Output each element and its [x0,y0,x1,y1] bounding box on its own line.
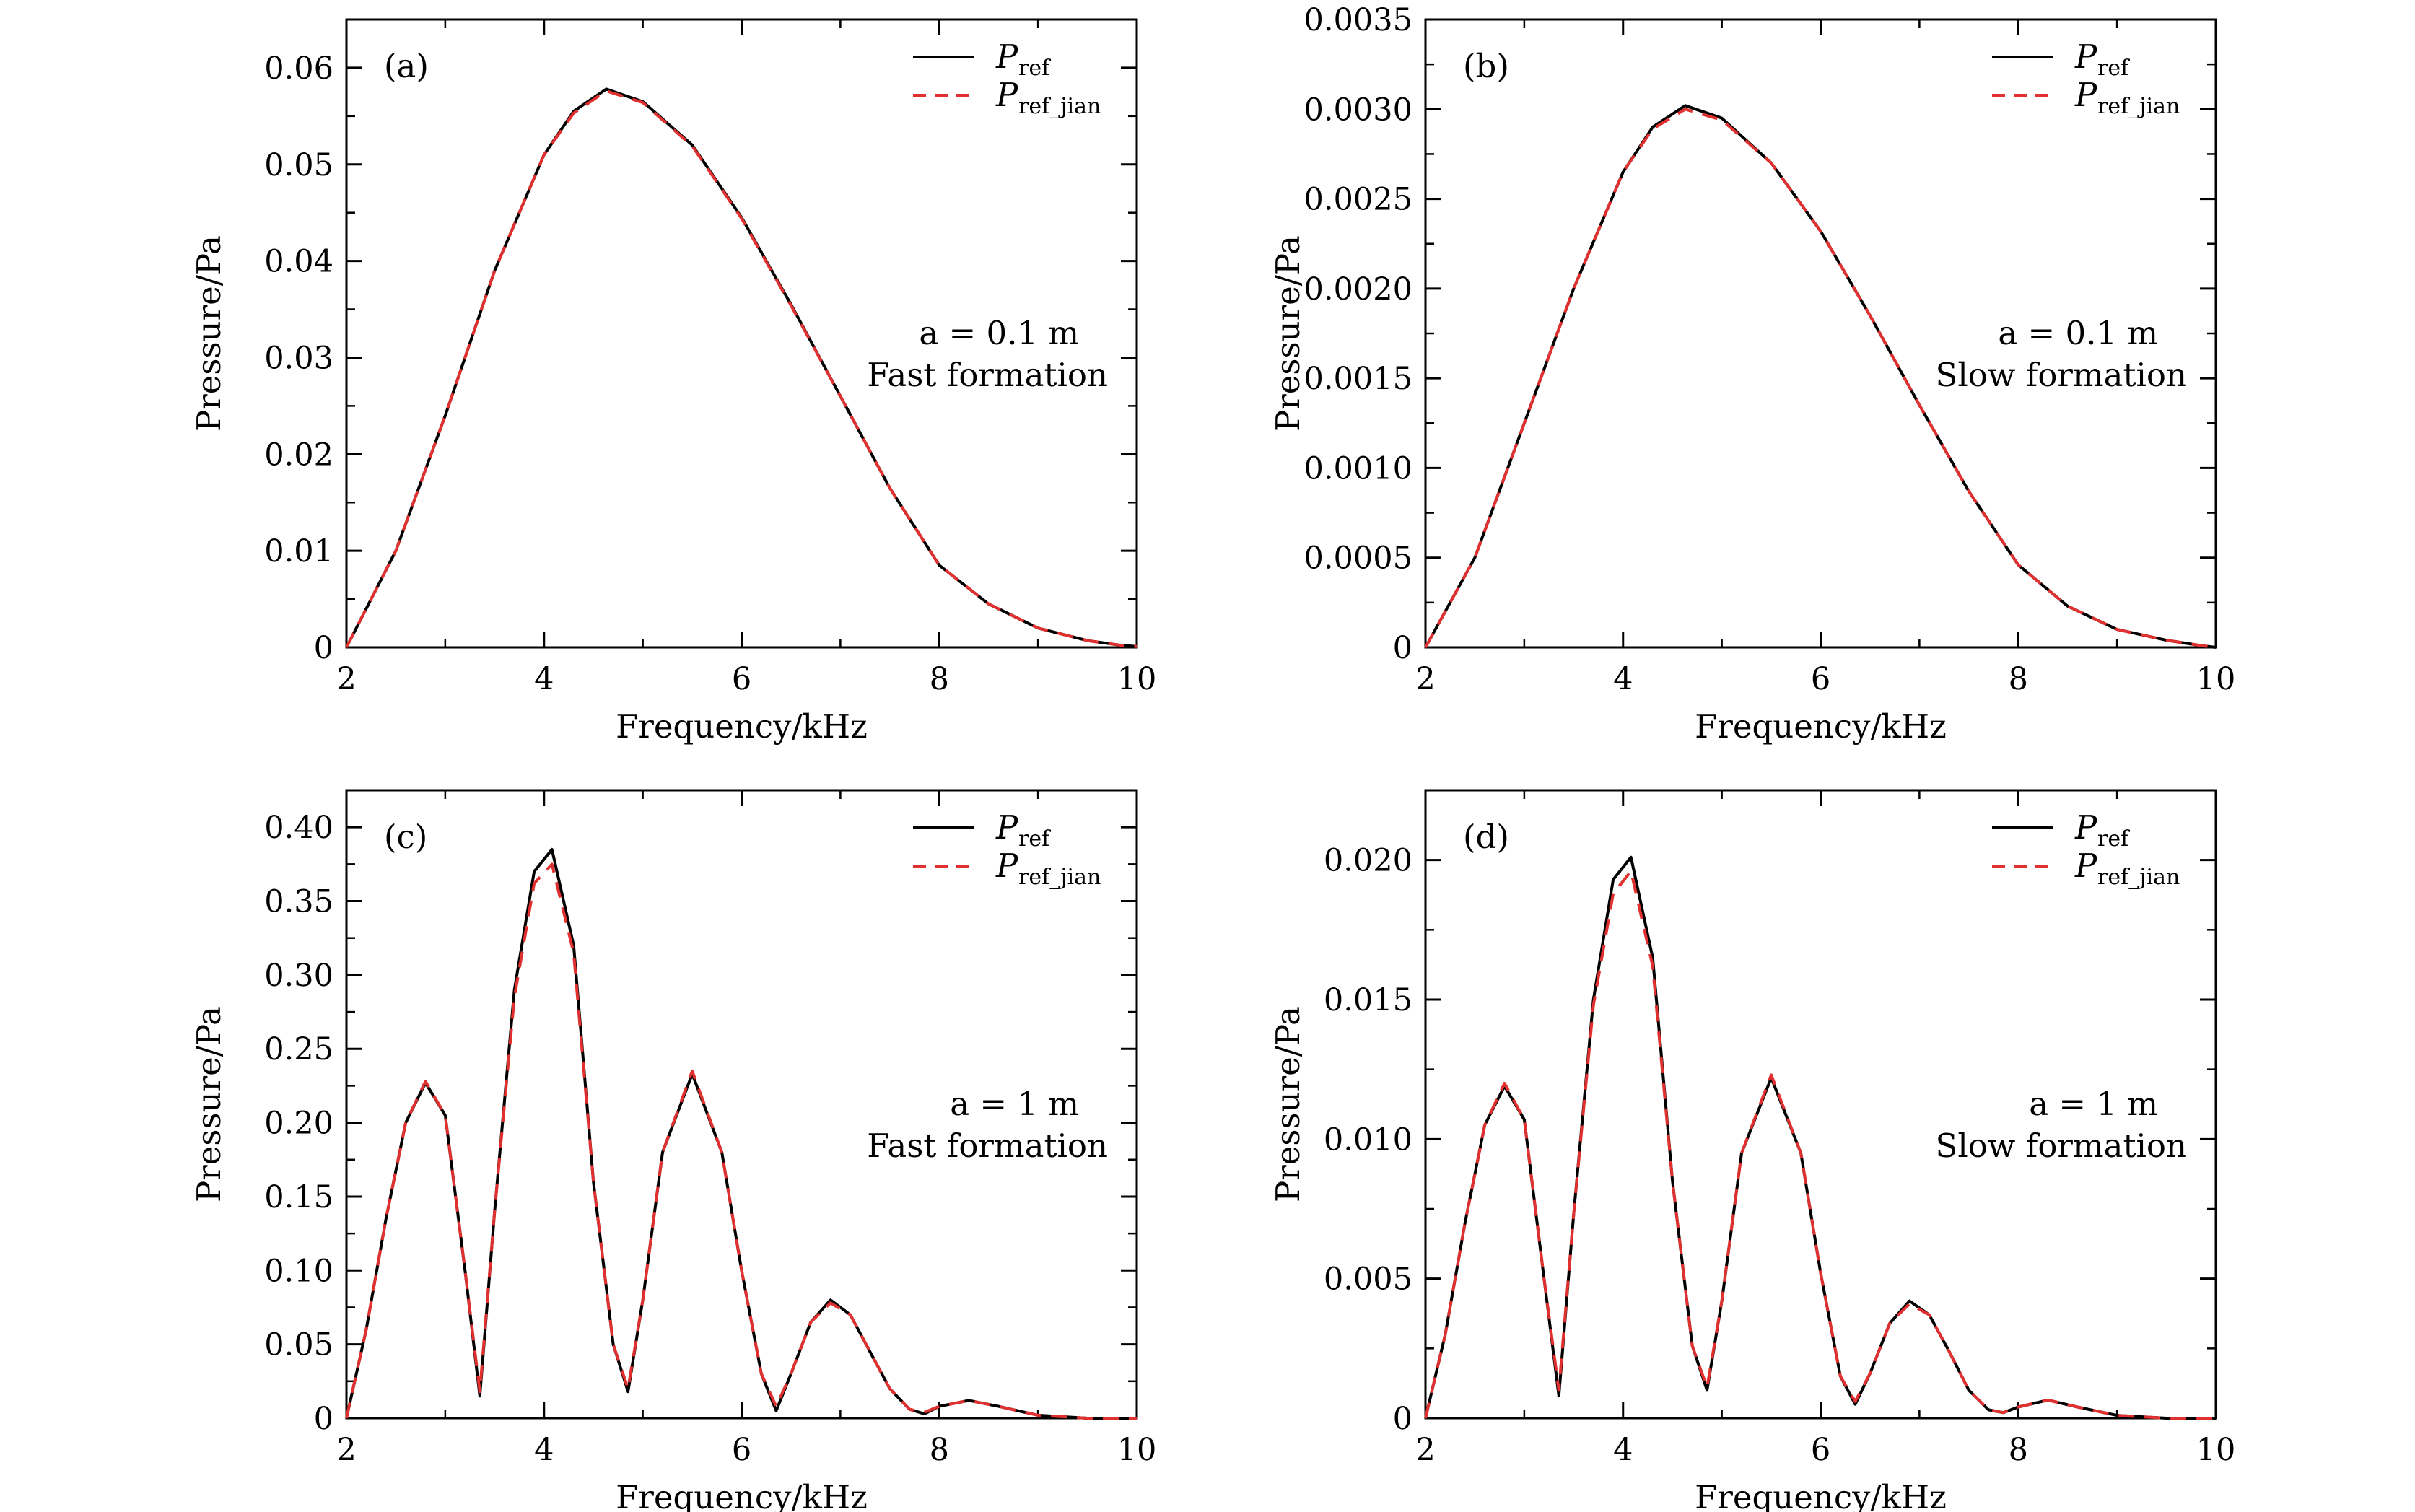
y-tick-label: 0.0035 [1304,2,1412,38]
y-tick-label: 0 [314,630,333,666]
y-tick-label: 0.03 [264,340,333,376]
annotation-formation: Fast formation [867,356,1108,394]
legend-label-p-ref-jian: P [2074,76,2097,114]
x-tick-label: 10 [2196,661,2236,697]
legend-label-p-ref-subscript: ref [1018,826,1051,852]
chart-panel-d: 2 4 6 8 10 0 0.005 0.010 0.015 0.020 Frequency/kHz… [1269,789,2236,1512]
legend-label-p-ref-jian: P [995,847,1018,885]
x-tick-label: 10 [1117,1432,1157,1468]
y-tick-label: 0.0005 [1304,541,1412,577]
x-axis-label: Frequency/kHz [616,707,868,746]
y-tick-label: 0.0030 [1304,92,1412,128]
series-line-p-ref-jian [345,89,1137,648]
x-tick-label: 2 [1415,1432,1435,1468]
legend-label-p-ref: P [2074,38,2097,76]
y-tick-label: 0.06 [264,51,333,87]
annotation-formation: Slow formation [1936,356,2187,394]
x-tick-label: 6 [732,1432,751,1468]
y-tick-label: 0 [314,1401,333,1437]
chart-panel-a: 2 4 6 8 10 0 0.01 0.02 0.03 0.04 0.05 0.06 Frequency… [190,18,1157,746]
legend-label-p-ref-jian: P [2074,847,2097,885]
x-tick-label: 6 [1811,661,1830,697]
y-tick-label: 0.005 [1324,1262,1412,1298]
annotation-parameter: a = 1 m [950,1085,1079,1123]
legend-label-p-ref-subscript: ref [2097,826,2130,852]
legend-label-p-ref-jian: P [995,76,1018,114]
legend-label-p-ref: P [2074,808,2097,847]
y-tick-label: 0.04 [264,244,333,280]
chart-panel-b: 2 4 6 8 10 0 0.0005 0.0010 0.0015 0.0020 0.0025 0.0… [1269,2,2235,746]
annotation-formation: Fast formation [867,1127,1108,1165]
panel-tag: (b) [1463,47,1509,85]
legend-label-p-ref-jian-subscript: ref_jian [2097,865,2180,890]
y-tick-label: 0.10 [264,1253,333,1289]
y-tick-label: 0.01 [264,533,333,569]
x-tick-label: 2 [336,661,356,697]
x-tick-label: 2 [336,1432,356,1468]
x-tick-label: 8 [2009,1432,2028,1468]
x-tick-label: 8 [2009,661,2028,697]
annotation-parameter: a = 1 m [2029,1085,2158,1123]
x-tick-label: 8 [930,1432,949,1468]
x-tick-label: 10 [1117,661,1157,697]
y-tick-label: 0.0020 [1304,271,1412,307]
legend-label-p-ref: P [995,38,1018,76]
y-tick-label: 0 [1393,630,1412,666]
y-tick-label: 0.40 [264,810,333,846]
y-tick-label: 0.020 [1324,843,1412,879]
x-tick-label: 8 [930,661,949,697]
series-line-p-ref-jian [345,862,1137,1420]
legend-label-p-ref-jian-subscript: ref_jian [2097,94,2180,119]
x-axis-label: Frequency/kHz [1695,1478,1947,1512]
legend-label-p-ref-subscript: ref [1018,56,1051,81]
y-tick-label: 0 [1393,1401,1412,1437]
annotation-formation: Slow formation [1936,1127,2187,1165]
legend-label-p-ref: P [995,808,1018,847]
y-tick-label: 0.30 [264,958,333,994]
x-axis-label: Frequency/kHz [1695,707,1947,746]
y-tick-label: 0.015 [1324,982,1412,1018]
y-tick-label: 0.02 [264,437,333,473]
x-tick-label: 4 [534,1432,554,1468]
y-tick-label: 0.0015 [1304,361,1412,397]
x-tick-label: 4 [1613,661,1633,697]
y-axis-label: Pressure/Pa [190,235,228,432]
y-tick-label: 0.05 [264,1327,333,1363]
annotation-parameter: a = 0.1 m [919,314,1079,352]
y-tick-label: 0.05 [264,147,333,183]
x-axis-label: Frequency/kHz [616,1478,868,1512]
y-axis-label: Pressure/Pa [1269,1006,1307,1202]
y-axis-label: Pressure/Pa [190,1006,228,1202]
y-tick-label: 0.15 [264,1179,333,1215]
y-tick-label: 0.35 [264,884,333,920]
x-tick-label: 10 [2196,1432,2236,1468]
panel-tag: (a) [384,47,429,85]
x-tick-label: 6 [1811,1432,1830,1468]
legend-label-p-ref-jian-subscript: ref_jian [1018,94,1101,119]
y-tick-label: 0.0025 [1304,182,1412,218]
x-tick-label: 6 [732,661,751,697]
series-line-p-ref-jian [1424,108,2217,649]
legend-label-p-ref-jian-subscript: ref_jian [1018,865,1101,890]
y-axis-label: Pressure/Pa [1269,235,1307,432]
x-tick-label: 4 [1613,1432,1633,1468]
legend-label-p-ref-subscript: ref [2097,56,2130,81]
x-tick-label: 2 [1415,661,1435,697]
y-tick-label: 0.0010 [1304,450,1412,486]
panel-tag: (d) [1463,818,1509,856]
annotation-parameter: a = 0.1 m [1998,314,2158,352]
y-tick-label: 0.010 [1324,1122,1412,1158]
series-line-p-ref-jian [1424,870,2216,1420]
y-tick-label: 0.20 [264,1106,333,1142]
x-tick-label: 4 [534,661,554,697]
y-tick-label: 0.25 [264,1031,333,1067]
panel-tag: (c) [384,818,427,856]
chart-panel-c: 2 4 6 8 10 0 0.05 0.10 0.15 0.20 0.25 0.30 0.35 0.40 F… [190,789,1157,1512]
